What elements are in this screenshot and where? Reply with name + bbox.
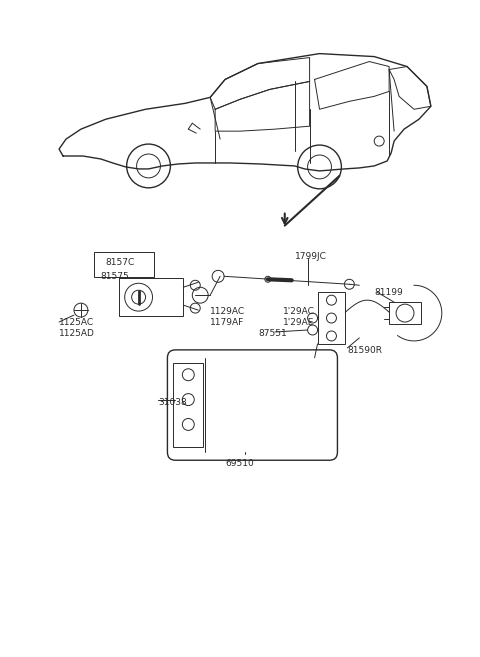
Text: 8157C: 8157C (106, 258, 135, 267)
Text: 1799JC: 1799JC (295, 252, 326, 261)
Bar (389, 302, 421, 324)
Bar (94, 252, 154, 277)
Text: 1129AC: 1129AC (210, 307, 245, 316)
Text: 1179AF: 1179AF (210, 318, 244, 327)
Text: 1'29AE: 1'29AE (283, 318, 314, 327)
Bar (173, 363, 203, 447)
Text: 1125AD: 1125AD (59, 329, 95, 338)
Text: 31038: 31038 (158, 397, 187, 407)
Text: 87551: 87551 (258, 329, 287, 338)
Bar (318, 292, 346, 344)
Text: 81590R: 81590R (348, 346, 383, 355)
Bar (119, 279, 183, 316)
Text: 81575: 81575 (101, 273, 130, 281)
Text: 1'29AC: 1'29AC (283, 307, 314, 316)
Text: 81199: 81199 (374, 288, 403, 297)
Text: 1125AC: 1125AC (59, 318, 94, 327)
Text: 69510: 69510 (226, 459, 254, 468)
